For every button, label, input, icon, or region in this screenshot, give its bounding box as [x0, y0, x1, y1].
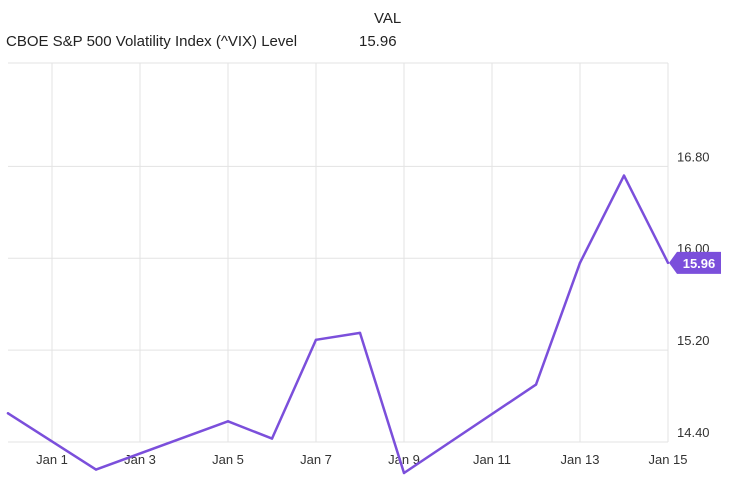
last-value-badge: 15.96 [669, 251, 721, 274]
y-tick-label: 16.80 [677, 149, 710, 164]
data-point [358, 331, 362, 335]
data-point [270, 437, 274, 440]
x-tick-label: Jan 5 [212, 452, 244, 467]
x-tick-label: Jan 1 [36, 452, 68, 467]
x-tick-label: Jan 7 [300, 452, 332, 467]
data-point [94, 468, 98, 471]
x-axis-tick-labels: Jan 1 Jan 3 Jan 5 Jan 7 Jan 9 Jan 11 Jan 13 Jan… [36, 452, 687, 467]
x-tick-label: Jan 9 [388, 452, 420, 467]
vertical-gridlines [51, 63, 669, 442]
x-tick-label: Jan 15 [648, 452, 687, 467]
data-point [578, 261, 582, 265]
legend-column-header: VAL [374, 10, 402, 27]
data-point [226, 420, 230, 423]
horizontal-gridlines [8, 165, 668, 443]
data-point [534, 383, 538, 386]
legend-series-value: 15.96 [359, 33, 397, 50]
series-line [6, 174, 670, 475]
data-point [6, 412, 10, 415]
last-value-badge-shape [669, 251, 721, 274]
data-point [622, 174, 626, 177]
legend-series-name: CBOE S&P 500 Volatility Index (^VIX) Lev… [6, 33, 298, 50]
last-value-label: 15.96 [683, 256, 716, 271]
y-tick-label: 15.20 [677, 333, 710, 348]
plot-frame [8, 62, 669, 443]
data-point [314, 338, 318, 341]
x-tick-label: Jan 11 [473, 452, 511, 467]
data-point [666, 261, 670, 265]
data-point [402, 471, 406, 475]
series-layer [6, 174, 670, 475]
y-tick-label: 14.40 [677, 425, 710, 440]
x-tick-label: Jan 13 [560, 452, 599, 467]
